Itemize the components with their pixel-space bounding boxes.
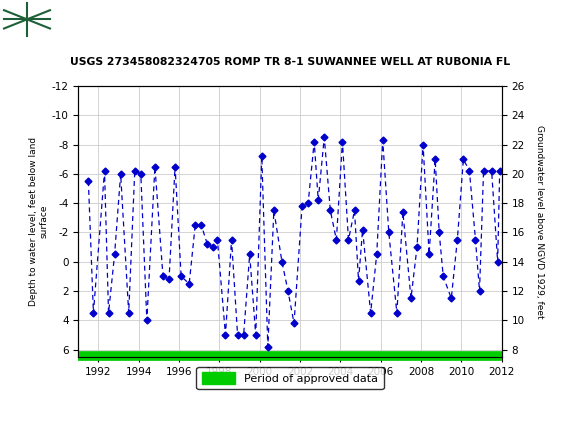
Y-axis label: Groundwater level above NGVD 1929, feet: Groundwater level above NGVD 1929, feet bbox=[535, 125, 544, 318]
Text: USGS: USGS bbox=[98, 10, 149, 28]
Y-axis label: Depth to water level, feet below land
surface: Depth to water level, feet below land su… bbox=[30, 137, 49, 306]
Text: USGS 273458082324705 ROMP TR 8-1 SUWANNEE WELL AT RUBONIA FL: USGS 273458082324705 ROMP TR 8-1 SUWANNE… bbox=[70, 57, 510, 68]
Bar bbox=[4, 3, 94, 36]
Legend: Period of approved data: Period of approved data bbox=[197, 367, 383, 389]
